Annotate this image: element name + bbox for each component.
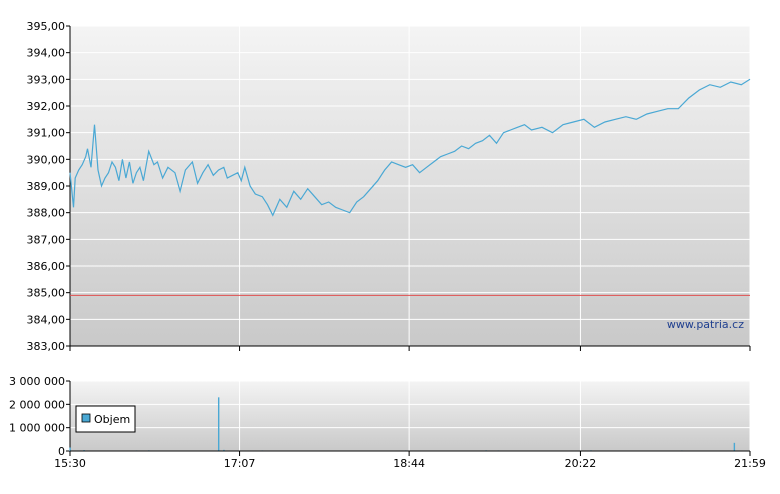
x-tick-label: 21:59	[734, 457, 766, 470]
legend-swatch	[81, 413, 91, 423]
price-y-tick-label: 387,00	[27, 233, 66, 246]
price-y-tick-label: 389,00	[27, 180, 66, 193]
price-series-line	[69, 78, 751, 217]
price-y-tick-label: 391,00	[27, 127, 66, 140]
price-y-tick-label: 385,00	[27, 287, 66, 300]
volume-bar	[733, 442, 736, 451]
volume-y-tick-label: 0	[58, 445, 65, 458]
price-y-tick-label: 393,00	[27, 73, 66, 86]
volume-plot-area	[70, 381, 750, 451]
price-y-tick-label: 390,00	[27, 153, 66, 166]
price-y-tick-label: 392,00	[27, 100, 66, 113]
legend-label: Objem	[94, 413, 130, 426]
volume-bar	[69, 447, 71, 451]
price-y-axis: 395,00 394,00 393,00 392,00 391,00 390,00 389,…	[27, 20, 751, 353]
volume-y-axis: 3 000 000 2 000 000 1 000 000 0	[9, 375, 71, 458]
x-tick-label: 18:44	[393, 457, 425, 470]
volume-legend: Objem	[75, 405, 136, 433]
price-gridlines	[69, 25, 751, 347]
volume-bar	[217, 397, 220, 451]
price-y-tick-label: 395,00	[27, 20, 66, 33]
x-tick-label: 17:07	[224, 457, 256, 470]
x-tick-label: 20:22	[565, 457, 597, 470]
x-axis: 15:30 17:07 18:44 20:22 21:59	[54, 450, 766, 470]
price-y-tick-label: 388,00	[27, 207, 66, 220]
volume-y-tick-label: 2 000 000	[9, 398, 65, 411]
price-y-tick-label: 394,00	[27, 47, 66, 60]
volume-y-tick-label: 1 000 000	[9, 422, 65, 435]
watermark-text: www.patria.cz	[667, 318, 744, 331]
price-y-tick-label: 386,00	[27, 260, 66, 273]
price-y-tick-label: 384,00	[27, 313, 66, 326]
price-y-tick-label: 383,00	[27, 340, 66, 353]
volume-bar	[223, 449, 225, 451]
x-tick-label: 15:30	[54, 457, 86, 470]
volume-y-tick-label: 3 000 000	[9, 375, 65, 388]
